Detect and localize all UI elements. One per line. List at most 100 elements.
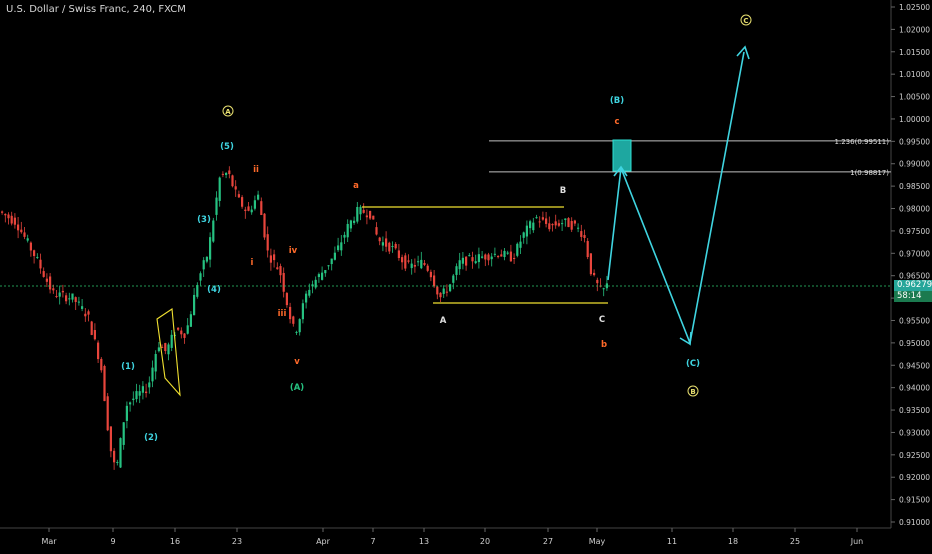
wave-label-major-a: A	[225, 108, 231, 116]
price-tick-label: 0.94500	[899, 361, 930, 370]
price-tick-label: 0.91000	[899, 518, 930, 527]
candle-body	[381, 242, 384, 246]
candle-body	[125, 405, 128, 421]
time-tick-label: Apr	[316, 537, 331, 546]
candle-body	[74, 297, 77, 303]
candle-body	[420, 259, 423, 269]
wave-label-cap-a: A	[440, 316, 447, 326]
time-tick-label: 13	[419, 537, 429, 546]
time-tick-label: 20	[480, 537, 490, 546]
candle-body	[90, 321, 93, 335]
time-tick-label: 11	[667, 537, 677, 546]
candle-body	[436, 286, 439, 295]
candle-body	[529, 221, 532, 229]
candle-body	[442, 288, 445, 294]
candle-body	[106, 396, 109, 431]
candle-body	[4, 213, 7, 216]
price-tick-label: 1.02500	[899, 3, 930, 12]
candle-body	[13, 217, 16, 225]
candle-body	[266, 234, 269, 251]
candle-body	[573, 220, 576, 224]
projection-arrow-up-1	[613, 165, 628, 177]
candle-body	[474, 261, 477, 264]
candle-body	[167, 344, 170, 355]
candle-body	[404, 255, 407, 269]
candle-body	[503, 250, 506, 258]
wave-label-5: (5)	[220, 142, 234, 152]
candle-body	[145, 391, 148, 394]
fib-level-label: 1.236(0.99511)	[835, 138, 890, 146]
candle-body	[154, 354, 157, 372]
price-tick-label: 0.92500	[899, 451, 930, 460]
candle-body	[321, 272, 324, 280]
wave-label-cap-b: B	[560, 186, 566, 196]
candle-body	[394, 243, 397, 249]
candle-body	[45, 278, 48, 282]
candle-body	[308, 289, 311, 296]
candle-body	[397, 250, 400, 259]
candle-body	[221, 173, 224, 175]
candle-body	[33, 250, 36, 257]
candle-body	[477, 254, 480, 263]
candle-body	[247, 206, 250, 211]
time-tick-label: 23	[232, 537, 242, 546]
candle-body	[500, 254, 503, 257]
wave-label-cap-c: C	[599, 315, 605, 325]
candle-body	[279, 266, 282, 276]
candle-body	[449, 284, 452, 292]
price-tick-label: 1.00500	[899, 93, 930, 102]
candle-body	[263, 213, 266, 238]
price-tick-label: 1.00000	[899, 115, 930, 124]
wave-label-major-b: B	[690, 388, 695, 396]
candle-body	[132, 398, 135, 401]
time-tick-label: Mar	[41, 537, 57, 546]
wave-label-major-c: C	[743, 17, 748, 25]
candle-body	[244, 209, 247, 211]
candle-body	[605, 283, 608, 289]
candle-body	[362, 209, 365, 213]
candle-body	[84, 313, 87, 317]
candle-body	[583, 235, 586, 238]
wave-label-paren-a: (A)	[290, 383, 304, 393]
candle-body	[426, 265, 429, 271]
candle-body	[385, 238, 388, 247]
candle-body	[116, 461, 119, 463]
price-tick-label: 0.96500	[899, 272, 930, 281]
candle-body	[209, 237, 212, 260]
price-tick-label: 0.99500	[899, 137, 930, 146]
wave-label-4: (4)	[207, 285, 221, 295]
candle-body	[481, 256, 484, 258]
candle-body	[525, 225, 528, 237]
time-tick-label: 9	[110, 537, 115, 546]
wave-label-paren-c: (C)	[686, 359, 700, 369]
candle-body	[295, 331, 298, 333]
candle-body	[551, 224, 554, 226]
candle-body	[241, 197, 244, 207]
candle-body	[282, 272, 285, 292]
last-price-tag: 0.96279	[894, 280, 932, 291]
candle-body	[186, 325, 189, 334]
candle-body	[519, 241, 522, 248]
fib-level-label: 1(0.98817)	[850, 169, 889, 177]
candle-body	[20, 229, 23, 233]
candle-body	[161, 346, 164, 348]
candle-body	[26, 238, 29, 241]
candle-body	[273, 254, 276, 261]
price-tick-label: 0.97500	[899, 227, 930, 236]
time-tick-label: May	[589, 537, 606, 546]
candle-body	[52, 288, 55, 291]
candle-body	[356, 206, 359, 222]
candle-body	[103, 365, 106, 402]
price-tick-label: 1.01500	[899, 48, 930, 57]
price-tick-label: 0.93500	[899, 406, 930, 415]
candle-body	[461, 257, 464, 264]
candle-body	[269, 255, 272, 263]
candle-body	[388, 242, 391, 252]
candle-body	[452, 275, 455, 283]
candle-body	[23, 232, 26, 237]
candle-body	[407, 260, 410, 262]
price-tick-label: 0.93000	[899, 428, 930, 437]
candle-body	[135, 391, 138, 400]
